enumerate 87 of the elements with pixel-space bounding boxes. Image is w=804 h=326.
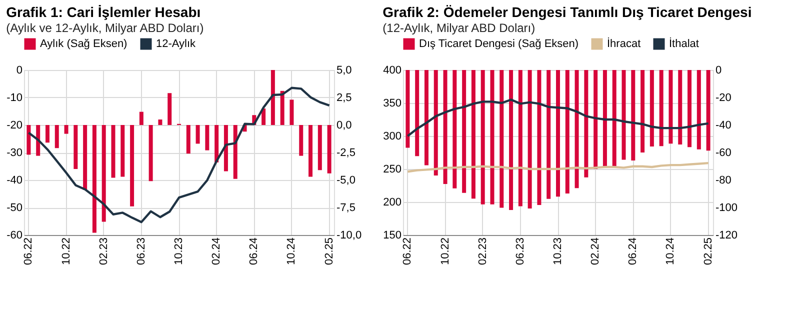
y-tick-label: -40 [6,174,22,186]
y-tick-label: 400 [383,64,402,76]
bar [318,125,322,170]
chart-subtitle: (Aylık ve 12-Aylık, Milyar ABD Doları) [6,21,204,35]
y2-tick-label: -120 [716,230,738,242]
y2-tick-label: -80 [716,174,732,186]
bar [130,125,134,206]
bar [64,125,68,134]
x-tick-label: 02.24 [590,238,602,266]
bar [148,125,153,182]
bar [290,100,294,125]
x-tick-label: 10.23 [552,238,564,266]
x-tick-label: 10.24 [664,238,677,266]
y2-tick-label: 0 [716,64,722,76]
x-tick-label: 06.23 [135,238,148,266]
line-series [406,162,710,173]
x-tick-label: 02.25 [702,238,714,266]
y2-tick-label: -10,0 [336,230,362,242]
bar [83,125,88,190]
y-tick-label: 150 [383,230,402,242]
x-tick-label: 10.23 [173,238,185,266]
chart-title: Grafik 2: Ödemeler Dengesi Tanımlı Dış Ticaret Dengesi [382,4,752,20]
x-tick-label: 06.22 [22,238,35,266]
y-tick-label: 200 [383,196,402,208]
legend-label: Dış Ticaret Dengesi (Sağ Eksen) [419,38,579,50]
x-tick-label: 10.22 [439,238,452,266]
line-series [28,86,330,224]
legend-label: 12-Aylık [156,38,196,50]
bar [111,125,116,178]
chart-subtitle: (12-Aylık, Milyar ABD Doları) [382,21,536,35]
y-tick-label: -50 [6,202,22,214]
bar [54,125,59,148]
y2-tick-label: 2,5 [336,92,352,104]
x-tick-label: 02.24 [210,238,223,266]
bar [214,125,219,162]
bar [102,125,106,222]
y-tick-label: -60 [6,230,22,242]
bar [262,108,266,125]
bar [36,125,40,156]
bar [270,70,275,125]
x-tick-label: 06.24 [627,238,640,266]
y2-tick-label: 0,0 [336,120,352,132]
y-tick-label: 250 [383,164,402,176]
y2-tick-label: -40 [716,120,732,132]
bar [92,125,96,233]
y2-tick-label: -2,5 [336,147,356,159]
bar [299,125,304,156]
y2-tick-label: -60 [716,147,732,159]
y-tick-label: 0 [16,64,22,76]
line-series [406,98,710,138]
bar [120,125,125,177]
legend-label: İthalat [669,37,699,50]
x-tick-label: 06.24 [248,238,260,266]
x-tick-label: 10.22 [60,238,72,266]
bar [308,125,313,177]
bar [233,125,238,179]
legend-label: Aylık (Sağ Eksen) [40,38,128,50]
x-tick-label: 02.23 [476,238,489,266]
bar [26,125,31,155]
x-tick-label: 10.24 [286,238,298,266]
y2-tick-label: -100 [716,202,738,214]
y2-tick-label: -7,5 [336,202,356,214]
bar [196,125,200,144]
legend-label: İhracat [607,37,641,50]
y-tick-label: -20 [6,120,22,132]
bar [327,125,332,174]
bar [74,125,78,169]
x-tick-label: 06.22 [402,238,414,266]
x-tick-label: 06.23 [514,238,526,266]
bar [224,125,228,172]
bar [45,125,50,143]
bar [205,125,210,150]
y-tick-label: 300 [383,130,402,142]
chart-title: Grafik 1: Cari İşlemler Hesabı [6,4,201,20]
bar [280,90,284,125]
y2-tick-label: 5,0 [336,64,352,76]
bar [158,120,162,125]
y-tick-label: -10 [6,92,22,104]
x-tick-label: 02.25 [323,238,336,266]
bar [186,125,190,154]
y2-tick-label: -5,0 [336,174,356,186]
bar [168,93,172,125]
y-tick-label: -30 [6,147,22,159]
x-tick-label: 02.23 [98,238,110,266]
y2-tick-label: -20 [716,92,732,104]
bar [139,112,144,125]
y-tick-label: 350 [383,98,402,110]
